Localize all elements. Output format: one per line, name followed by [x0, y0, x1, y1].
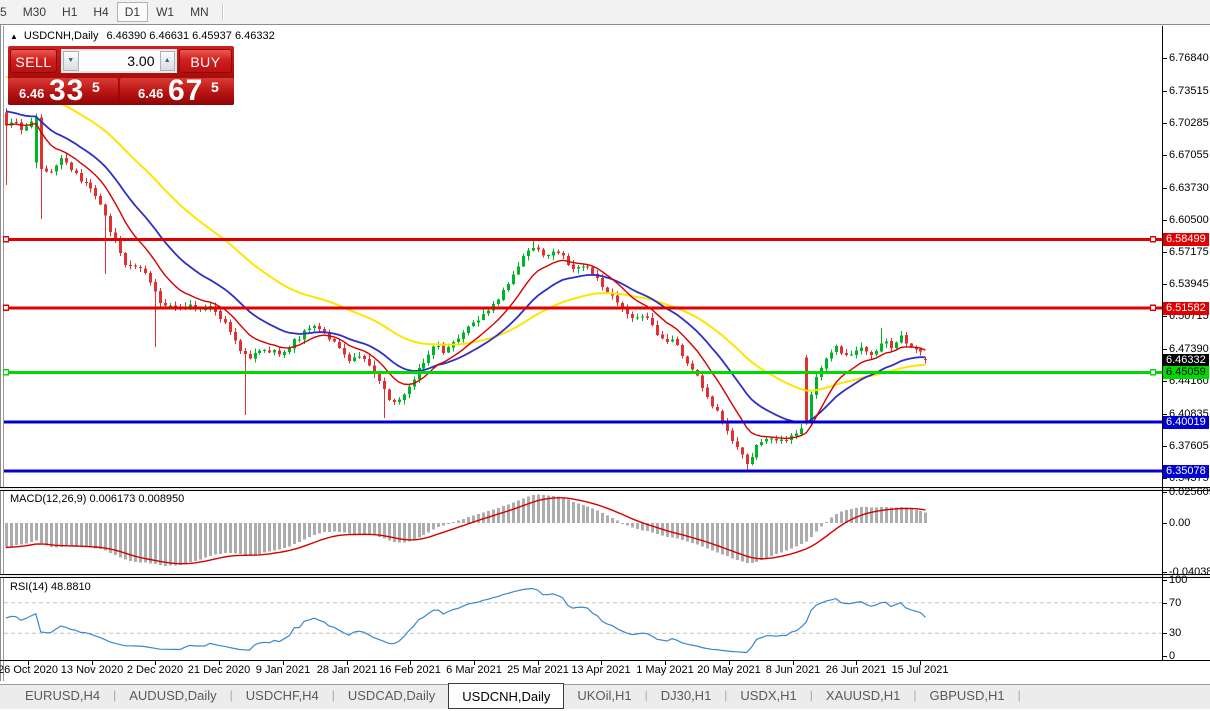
level-price-badge: 6.45059 [1163, 366, 1209, 379]
price-axis-label: 6.53945 [1169, 278, 1209, 290]
bid-price-big: 33 [49, 74, 85, 107]
current-price-badge: 6.46332 [1163, 354, 1209, 367]
tab-gbpusd-h1[interactable]: GBPUSD,H1 [929, 688, 1005, 703]
tab-separator: | [331, 688, 335, 702]
ask-price-sup: 5 [211, 79, 219, 95]
timeframe-H4[interactable]: H4 [93, 5, 109, 19]
date-axis-label: 1 May 2021 [636, 664, 694, 676]
tab-usdchf-h4[interactable]: USDCHF,H4 [245, 688, 319, 703]
plot-left-border [3, 26, 4, 681]
volume-input[interactable] [78, 51, 160, 71]
collapse-chart-icon[interactable]: ▲ [10, 32, 18, 41]
tab-separator: | [724, 688, 728, 702]
rsi-axis-label: 0 [1169, 650, 1176, 662]
ask-quote-box[interactable]: 6.46 67 5 [120, 74, 234, 107]
tab-usdcad-daily[interactable]: USDCAD,Daily [347, 688, 436, 703]
chart-ohlc-values: 6.46390 6.46631 6.45937 6.46332 [106, 30, 275, 42]
rsi-axis-label: 100 [1169, 574, 1188, 586]
symbol-tab-bar: EURUSD,H4 | AUDUSD,Daily | USDCHF,H4 | USDCAD,… [0, 683, 1210, 709]
macd-indicator-label: MACD(12,26,9) 0.006173 0.008950 [10, 493, 185, 505]
tab-separator: | [229, 688, 233, 702]
level-price-badge: 6.51582 [1163, 302, 1209, 315]
date-axis-label: 25 Mar 2021 [507, 664, 569, 676]
price-axis-label: 6.67055 [1169, 149, 1209, 161]
date-axis-label: 26 Oct 2020 [0, 664, 58, 676]
bid-price-prefix: 6.46 [19, 86, 45, 101]
timeframe-W1[interactable]: W1 [156, 5, 175, 19]
price-axis-label: 6.73515 [1169, 85, 1209, 97]
timeframe-M30[interactable]: M30 [22, 5, 47, 19]
price-axis-label: 6.70285 [1169, 117, 1209, 129]
date-axis-label: 8 Jun 2021 [765, 664, 821, 676]
sell-button[interactable]: SELL [10, 49, 57, 73]
tab-separator: | [1017, 688, 1021, 702]
level-price-badge: 6.35078 [1163, 465, 1209, 478]
ask-price-prefix: 6.46 [138, 86, 164, 101]
macd-axis-label: 0.025609 [1169, 486, 1210, 498]
chevron-up-icon: ▲ [163, 57, 171, 64]
timeframe-5[interactable]: 5 [0, 5, 7, 19]
chart-symbol-title: USDCNH,Daily [23, 30, 99, 42]
date-axis-label: 15 Jul 2021 [891, 664, 949, 676]
price-axis-label: 6.60500 [1169, 214, 1209, 226]
tab-separator: | [913, 688, 917, 702]
level-price-badge: 6.58499 [1163, 233, 1209, 246]
ask-price-big: 67 [168, 74, 204, 107]
bid-quote-box[interactable]: 6.46 33 5 [8, 74, 118, 107]
date-axis-label: 6 Mar 2021 [446, 664, 502, 676]
price-axis-label: 6.47390 [1169, 343, 1209, 355]
level-price-badge: 6.40019 [1163, 416, 1209, 429]
tab-ukoil-h1[interactable]: UKOil,H1 [577, 688, 632, 703]
date-axis-label: 13 Nov 2020 [60, 664, 124, 676]
tab-separator: | [113, 688, 117, 702]
date-axis-label: 28 Jan 2021 [316, 664, 378, 676]
timeframe-H1[interactable]: H1 [62, 5, 78, 19]
tab-separator: | [644, 688, 648, 702]
window-left-border [0, 24, 1, 681]
toolbar-separator [221, 4, 224, 20]
macd-axis-label: -0.040386 [1169, 566, 1210, 578]
tab-audusd-daily[interactable]: AUDUSD,Daily [129, 688, 217, 703]
price-axis-label: 6.57175 [1169, 246, 1209, 258]
one-click-trading-panel: SELL ▼ ▲ BUY 6.46 33 5 6.46 67 5 [8, 46, 234, 107]
volume-decrease-button[interactable]: ▼ [63, 51, 79, 71]
date-axis-label: 16 Feb 2021 [379, 664, 441, 676]
date-axis-label: 9 Jan 2021 [255, 664, 311, 676]
tab-eurusd-h4[interactable]: EURUSD,H4 [25, 688, 101, 703]
tab-usdx-h1[interactable]: USDX,H1 [740, 688, 797, 703]
timeframe-D1[interactable]: D1 [116, 2, 149, 22]
tab-dj30-h1[interactable]: DJ30,H1 [660, 688, 712, 703]
date-axis-label: 2 Dec 2020 [126, 664, 184, 676]
date-axis-label: 13 Apr 2021 [571, 664, 631, 676]
rsi-indicator-label: RSI(14) 48.8810 [10, 581, 91, 593]
tab-separator: | [809, 688, 813, 702]
date-axis-label: 26 Jun 2021 [825, 664, 887, 676]
rsi-axis-label: 30 [1169, 627, 1182, 639]
price-axis-label: 6.37605 [1169, 440, 1209, 452]
chevron-down-icon: ▼ [67, 57, 75, 64]
macd-axis-label: 0.00 [1169, 517, 1191, 529]
date-axis-label: 20 May 2021 [697, 664, 761, 676]
chart-header: ▲ USDCNH,Daily 6.46390 6.46631 6.45937 6.4… [10, 30, 275, 42]
price-axis-label: 6.63730 [1169, 182, 1209, 194]
buy-button[interactable]: BUY [179, 49, 232, 73]
tab-usdcnh-daily[interactable]: USDCNH,Daily [448, 683, 565, 709]
timeframe-toolbar: 5 M30 H1 H4 D1 W1 MN [0, 0, 1210, 24]
date-axis-label: 21 Dec 2020 [187, 664, 251, 676]
volume-stepper: ▼ ▲ [61, 49, 177, 73]
bid-price-sup: 5 [92, 79, 100, 95]
price-axis-label: 6.76840 [1169, 52, 1209, 64]
timeframe-MN[interactable]: MN [190, 5, 209, 19]
window-top-border [0, 24, 1210, 25]
rsi-axis-label: 70 [1169, 597, 1182, 609]
tab-xauusd-h1[interactable]: XAUUSD,H1 [825, 688, 901, 703]
volume-increase-button[interactable]: ▲ [159, 51, 175, 71]
